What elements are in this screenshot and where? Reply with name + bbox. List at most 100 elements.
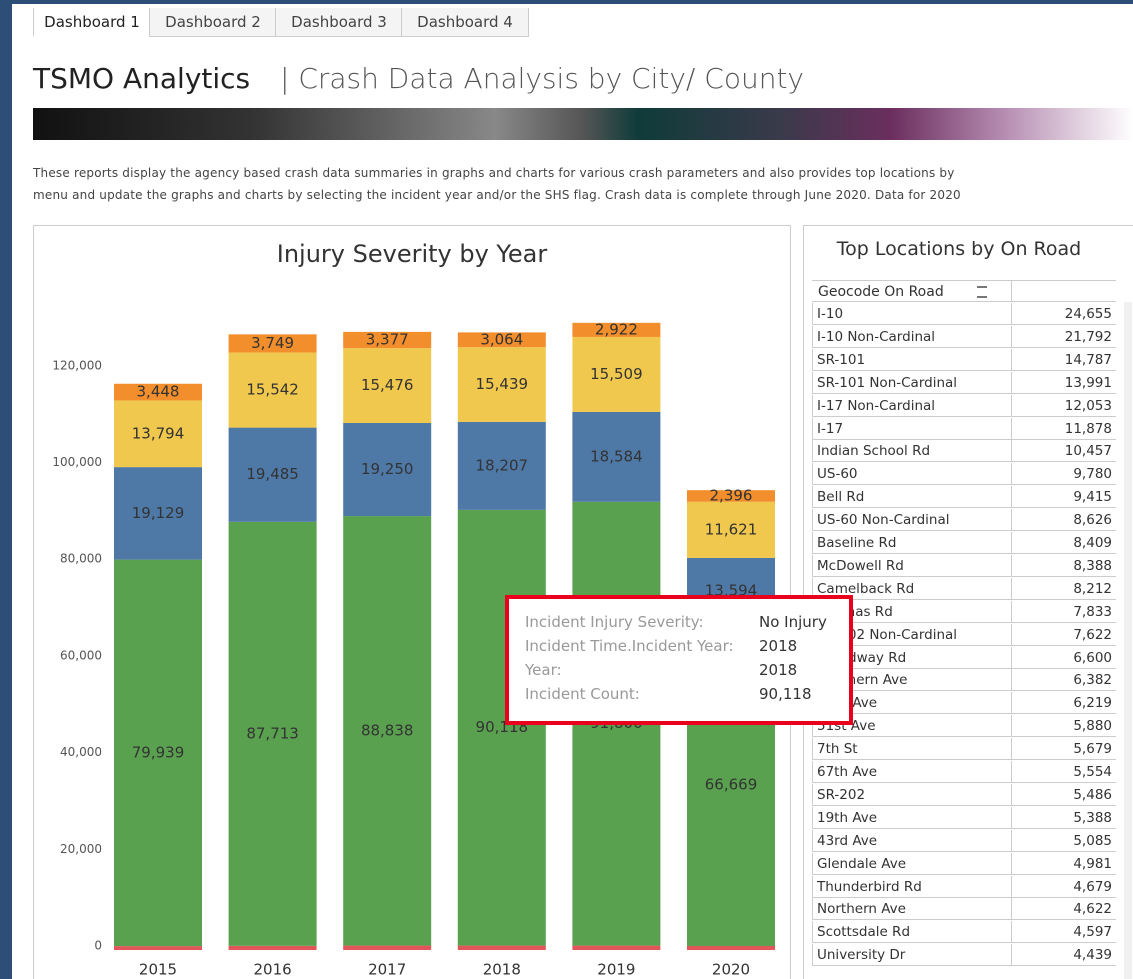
bar-segment: [343, 348, 432, 424]
bar-segment: [457, 347, 546, 422]
row-name[interactable]: I-10: [812, 303, 1012, 325]
bar-segment: [228, 945, 317, 950]
bar-segment: [457, 332, 546, 348]
data-label: 3,064: [480, 330, 523, 348]
bar-segment: [114, 946, 202, 950]
data-label: 15,542: [246, 381, 299, 399]
bar-segment: [572, 945, 661, 950]
row-name[interactable]: Northern Ave: [812, 898, 1012, 921]
bar-segment: [114, 383, 202, 401]
row-name[interactable]: US-60: [812, 463, 1012, 486]
tab[interactable]: Dashboard 2: [149, 8, 277, 37]
y-tick-label: 0: [94, 939, 102, 953]
row-value: 4,439: [1012, 944, 1116, 967]
row-value: 5,388: [1012, 807, 1116, 829]
row-name[interactable]: Baseline Rd: [812, 532, 1012, 554]
bar-segment: [457, 421, 546, 510]
row-value: 10,457: [1012, 440, 1116, 463]
row-value: 9,780: [1012, 463, 1116, 486]
tooltip-label: Incident Injury Severity:: [525, 613, 704, 631]
row-name[interactable]: Indian School Rd: [812, 440, 1012, 463]
bar-segment: [343, 423, 432, 517]
row-name[interactable]: 67th Ave: [812, 761, 1012, 783]
y-tick-label: 20,000: [60, 842, 102, 856]
row-value: 13,991: [1012, 372, 1116, 394]
row-value: 21,792: [1012, 326, 1116, 348]
row-name[interactable]: SR-101: [812, 348, 1012, 371]
title: TSMO Analytics: [33, 62, 251, 95]
bar-segment: [114, 559, 202, 947]
data-label: 2,396: [710, 486, 753, 504]
bar-segment: [228, 521, 317, 946]
row-name[interactable]: Bell Rd: [812, 486, 1012, 509]
row-name[interactable]: SR-101 Non-Cardinal: [812, 371, 1012, 394]
tooltip-value: 90,118: [759, 685, 812, 703]
row-name[interactable]: University Dr: [812, 944, 1012, 967]
row-name[interactable]: 43rd Ave: [812, 829, 1012, 852]
data-label: 18,207: [476, 456, 529, 474]
data-label: 13,794: [132, 424, 185, 442]
scrollbar[interactable]: [1124, 302, 1132, 979]
row-name[interactable]: Camelback Rd: [812, 577, 1012, 600]
data-label: 18,584: [590, 447, 643, 465]
y-tick-label: 80,000: [60, 552, 102, 566]
data-label: 2,922: [595, 320, 638, 338]
row-name[interactable]: SR-202: [812, 783, 1012, 806]
data-label: 15,476: [361, 376, 414, 394]
chart: Injury Severity by Year 0 20,000 40,000 60,…: [52, 240, 775, 979]
bar-segment: [343, 331, 432, 349]
row-name[interactable]: Thunderbird Rd: [812, 875, 1012, 898]
row-value: 4,622: [1012, 898, 1116, 921]
row-name[interactable]: 7th St: [812, 738, 1012, 761]
bar-segment: [572, 322, 661, 337]
row-value: 14,787: [1012, 349, 1116, 371]
tab[interactable]: Dashboard 3: [275, 8, 403, 37]
tooltip-value: 2018: [759, 661, 798, 679]
x-tick-label: 2018: [483, 961, 521, 979]
bar-segment: [572, 336, 661, 412]
row-name[interactable]: McDowell Rd: [812, 554, 1012, 577]
row-value: 4,679: [1012, 876, 1116, 898]
bar-segment: [114, 467, 202, 560]
bar-segment: [687, 501, 775, 558]
row-value: 8,212: [1012, 578, 1116, 600]
x-tick-label: 2015: [139, 961, 177, 979]
tooltip-label: Incident Count:: [525, 685, 640, 703]
data-label: 15,509: [590, 365, 643, 383]
row-value: 7,622: [1012, 624, 1116, 646]
y-tick-label: 60,000: [60, 648, 102, 662]
dashboard: Dashboard 1 Dashboard 2 Dashboard 3 Dashboa…: [12, 4, 1133, 979]
row-value: 6,600: [1012, 647, 1116, 669]
row-name[interactable]: Glendale Ave: [812, 852, 1012, 875]
bar-segment: [343, 516, 432, 946]
bar-segment: [228, 352, 317, 428]
row-name[interactable]: 19th Ave: [812, 806, 1012, 829]
tab[interactable]: Dashboard 1: [33, 8, 151, 36]
sort-icon[interactable]: [977, 286, 987, 298]
row-name[interactable]: I-17: [812, 417, 1012, 440]
row-name[interactable]: US-60 Non-Cardinal: [812, 509, 1012, 532]
row-name[interactable]: I-10 Non-Cardinal: [812, 325, 1012, 348]
banner: [33, 108, 1133, 140]
data-label: 19,129: [132, 504, 185, 522]
subtitle: | Crash Data Analysis by City/ County: [280, 62, 804, 95]
row-value: 24,655: [1012, 303, 1116, 325]
row-value: 6,382: [1012, 669, 1116, 692]
data-label: 87,713: [246, 724, 299, 742]
tooltip-value: No Injury: [759, 613, 827, 631]
row-value: 8,626: [1012, 509, 1116, 532]
row-value: 6,219: [1012, 692, 1116, 715]
tooltip: Incident Injury Severity: No Injury Incide…: [505, 595, 853, 725]
row-name[interactable]: Scottsdale Rd: [812, 921, 1012, 944]
row-value: 11,878: [1012, 418, 1116, 440]
row-value: 5,554: [1012, 761, 1116, 783]
bar-segment: [228, 427, 317, 522]
data-label: 13,594: [705, 581, 758, 599]
row-value: 5,880: [1012, 715, 1116, 738]
row-value: 5,486: [1012, 784, 1116, 806]
tab[interactable]: Dashboard 4: [401, 8, 529, 37]
row-name[interactable]: I-17 Non-Cardinal: [812, 394, 1012, 417]
x-tick-label: 2017: [368, 961, 406, 979]
data-label: 15,439: [476, 375, 529, 393]
